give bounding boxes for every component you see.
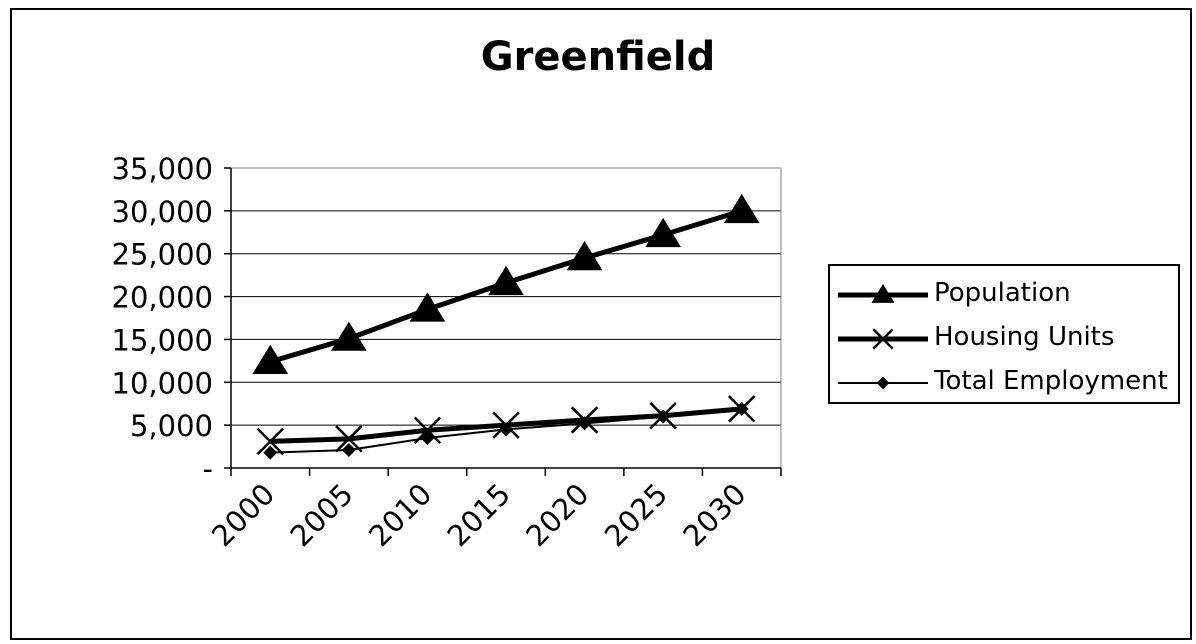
data-point [645,217,681,248]
series [252,193,760,460]
y-tick-label: - [203,452,213,486]
legend-marker [871,284,895,303]
legend-label-housing-units: Housing Units [934,322,1115,352]
x-tick-label: 2030 [676,477,752,553]
legend-label-population: Population [934,278,1071,308]
y-tick-label: 30,000 [112,195,213,229]
y-tick-label: 20,000 [112,281,213,315]
axes [224,167,782,476]
x-stroke [872,328,894,350]
legend-marker [876,376,890,390]
data-point [420,431,435,445]
chart-title: Greenfield [480,34,716,80]
data-point [488,265,524,296]
data-point [566,241,603,271]
y-tick-labels: - 5,000 10,000 15,000 20,000 25,000 30,000 35,0… [112,152,213,486]
x-tick-label: 2015 [441,477,517,553]
data-point [723,193,760,224]
legend-label-total-employment: Total Employment [934,366,1168,396]
legend-marker [872,328,894,350]
x-tick-label: 2025 [598,477,674,553]
x-tick-label: 2020 [519,477,595,553]
data-point [252,344,289,374]
y-tick-label: 15,000 [112,323,213,357]
data-point [341,443,356,457]
data-point [331,321,367,351]
data-point [734,401,749,416]
x-tick-labels: 2000 2005 2010 2015 2020 2025 2030 [205,477,753,553]
series-population [252,193,760,374]
y-tick-label: 25,000 [112,238,213,272]
x-stroke [335,425,363,453]
y-tick-label: 5,000 [130,409,213,443]
gridlines [231,167,781,426]
data-point [577,416,592,431]
data-point [335,425,363,453]
data-point [263,445,278,460]
x-tick-label: 2000 [205,477,281,553]
data-point [499,422,513,437]
x-tick-label: 2005 [284,477,360,553]
legend-markers [838,284,928,390]
data-point [409,292,446,322]
data-point [656,409,671,424]
data-point [256,427,284,456]
legend: Population Housing Units Total Employmen… [828,264,1180,404]
y-tick-label: 10,000 [112,366,213,400]
x-tick-label: 2010 [362,477,438,553]
y-tick-label: 35,000 [112,152,213,186]
series-total-employment [263,401,749,460]
x-stroke [256,427,284,456]
